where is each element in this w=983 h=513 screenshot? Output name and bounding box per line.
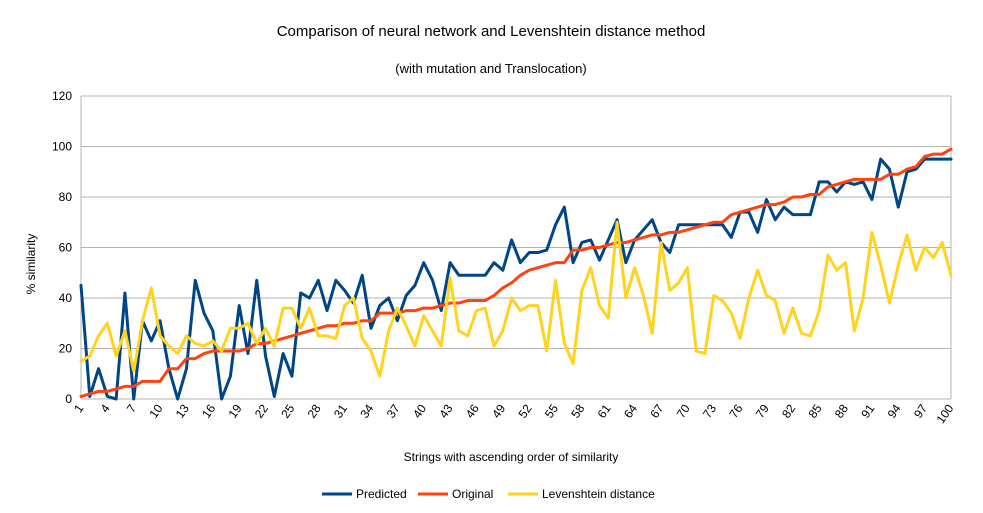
x-tick-label: 61: [595, 401, 614, 420]
x-tick-label: 46: [463, 401, 482, 420]
legend-label-0: Predicted: [356, 487, 407, 501]
x-tick-label: 82: [779, 401, 798, 420]
y-tick-label: 80: [59, 190, 73, 204]
y-axis-label: % similarity: [24, 234, 38, 295]
x-tick-label: 25: [278, 401, 297, 420]
x-tick-label: 67: [647, 401, 666, 420]
x-tick-label: 64: [621, 401, 640, 420]
x-tick-label: 52: [516, 401, 535, 420]
series-line-predicted: [79, 157, 953, 401]
y-tick-label: 40: [59, 291, 73, 305]
y-tick-label: 100: [52, 140, 72, 154]
x-tick-label: 19: [226, 401, 245, 420]
x-tick-label: 4: [98, 401, 113, 415]
series-line-original: [79, 147, 953, 398]
x-tick-label: 58: [568, 401, 587, 420]
y-tick-label: 60: [59, 241, 73, 255]
x-tick-label: 31: [331, 401, 350, 420]
x-tick-label: 91: [858, 401, 877, 420]
x-tick-label: 94: [885, 401, 904, 420]
x-tick-label: 40: [410, 401, 429, 420]
y-tick-label: 20: [59, 342, 73, 356]
chart-subtitle: (with mutation and Translocation): [395, 61, 586, 76]
x-tick-label: 73: [700, 401, 719, 420]
x-tick-label: 76: [726, 401, 745, 420]
x-tick-label: 10: [146, 401, 165, 420]
gridlines: [80, 95, 952, 400]
chart-title: Comparison of neural network and Levensh…: [277, 23, 706, 40]
x-tick-label: 88: [832, 401, 851, 420]
x-tick-label: 70: [674, 401, 693, 420]
series-line-levenshtein-distance: [79, 220, 953, 378]
series-lines: [79, 147, 953, 401]
x-tick-label: 85: [806, 401, 825, 420]
x-tick-label: 34: [357, 401, 376, 420]
x-tick-label: 13: [173, 401, 192, 420]
x-tick-label: 7: [124, 401, 139, 415]
x-tick-label: 16: [199, 401, 218, 420]
x-tick-label: 100: [933, 401, 956, 426]
x-tick-label: 49: [489, 401, 508, 420]
y-tick-label: 0: [65, 392, 72, 406]
x-tick-label: 79: [753, 401, 772, 420]
x-tick-label: 37: [384, 401, 403, 420]
legend-label-1: Original: [452, 487, 493, 501]
x-tick-label: 28: [305, 401, 324, 420]
x-tick-label: 55: [542, 401, 561, 420]
x-axis-label: Strings with ascending order of similari…: [404, 450, 619, 464]
legend-label-2: Levenshtein distance: [542, 487, 655, 501]
x-tick-label: 43: [436, 401, 455, 420]
x-axis-ticks: 1 4 7 10 13 16 19 22 25 28 31 34 37 40 43 46 49 52 55 58 61 6…: [71, 401, 956, 426]
legend: Predicted Original Levenshtein distance: [322, 487, 655, 501]
x-tick-label: 1: [71, 401, 86, 415]
y-tick-label: 120: [52, 89, 72, 103]
x-tick-label: 22: [252, 401, 271, 420]
y-axis-ticks: 0 20 40 60 80 100 120: [52, 89, 72, 406]
x-tick-label: 97: [911, 401, 930, 420]
